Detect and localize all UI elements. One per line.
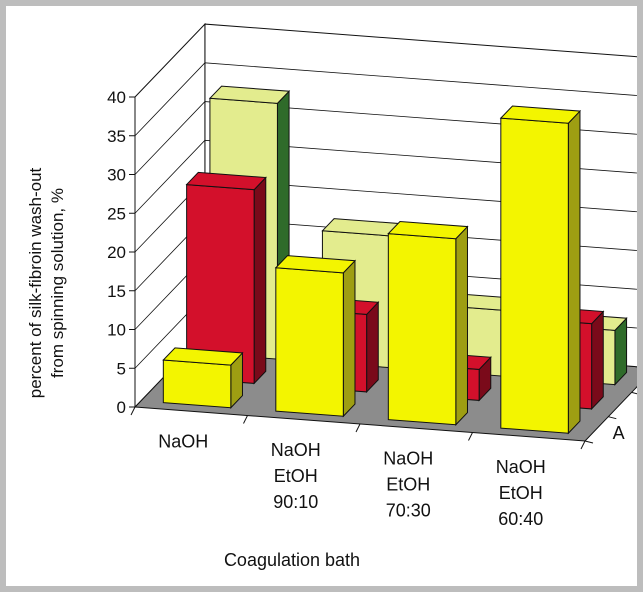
bar — [185, 171, 267, 385]
depth-tick — [631, 391, 637, 395]
x-tick — [355, 423, 361, 433]
x-category-line: EtOH — [274, 466, 318, 486]
x-category-line: NaOH — [158, 431, 208, 451]
bar-top — [185, 171, 267, 191]
chart-labels: 0 5 10 15 20 25 30 35 40 NaOH NaOH EtOH 90:10 NaOH EtO… — [26, 88, 637, 570]
bar-top — [499, 105, 582, 124]
y-tick-label: 15 — [107, 282, 126, 301]
chart-3d-bar: 0 5 10 15 20 25 30 35 40 NaOH NaOH EtOH 90:10 NaOH EtO… — [26, 22, 637, 570]
bar-side — [366, 301, 379, 394]
y-axis-title: percent of silk-fibroin wash-out from spi… — [26, 167, 67, 398]
x-axis-title: Coagulation bath — [224, 550, 360, 570]
bar-front — [500, 117, 569, 434]
bar-top — [162, 347, 244, 366]
y-tick-label: 25 — [107, 204, 126, 223]
bar — [162, 347, 244, 409]
gridline — [134, 62, 637, 137]
x-tick — [580, 440, 586, 450]
y-tick-label: 35 — [107, 127, 126, 146]
x-category-line: EtOH — [499, 483, 543, 503]
bar-side — [567, 109, 581, 435]
x-tick — [468, 432, 473, 441]
y-tick-label: 30 — [107, 166, 126, 185]
x-category-line: 60:40 — [498, 509, 543, 529]
y-tick-label: 20 — [107, 243, 126, 262]
depth-tick — [608, 416, 617, 420]
bar-side — [591, 310, 604, 411]
y-axis-title-line: from spinning solution, % — [48, 188, 67, 378]
y-tick-label: 0 — [117, 398, 126, 417]
y-axis-title-line: percent of silk-fibroin wash-out — [26, 167, 45, 398]
bar — [387, 220, 469, 426]
x-category-line: NaOH — [271, 440, 321, 460]
y-tick-label: 40 — [107, 88, 126, 107]
x-tick — [243, 415, 248, 424]
bar-top — [208, 85, 291, 104]
chart-bars — [162, 85, 628, 435]
y-tick-label: 5 — [117, 359, 126, 378]
bar-top — [274, 255, 357, 274]
depth-label: B — [636, 399, 637, 419]
bar — [499, 105, 582, 435]
y-tick-label: 10 — [107, 321, 126, 340]
depth-tick — [584, 440, 594, 444]
bar — [274, 255, 357, 418]
x-category-line: 90:10 — [273, 492, 318, 512]
x-category-label: NaOH EtOH 70:30 — [383, 448, 433, 520]
bar-front — [387, 233, 457, 426]
x-category-line: NaOH — [496, 457, 546, 477]
bar-top — [387, 220, 469, 240]
x-tick — [130, 406, 136, 416]
bar-front — [162, 359, 232, 409]
bar-side — [342, 259, 356, 418]
x-category-line: EtOH — [386, 474, 430, 494]
bar-side — [455, 225, 468, 426]
x-category-label: NaOH — [158, 431, 208, 451]
x-category-label: NaOH EtOH 90:10 — [271, 440, 321, 512]
depth-label: A — [613, 423, 625, 443]
bar-front — [275, 267, 344, 417]
x-category-line: 70:30 — [386, 500, 431, 520]
bar-side — [253, 176, 267, 385]
x-category-label: NaOH EtOH 60:40 — [496, 457, 546, 529]
x-category-line: NaOH — [383, 448, 433, 468]
